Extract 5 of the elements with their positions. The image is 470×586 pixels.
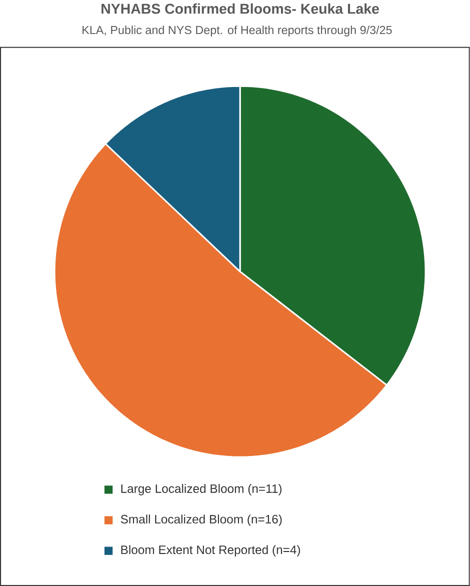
legend-label: Bloom Extent Not Reported (n=4) [121,545,300,557]
chart-subtitle: KLA, Public and NYS Dept. of Health reports through 9/3/25 [82,26,392,36]
legend-label: Small Localized Bloom (n=16) [120,514,282,526]
legend-label: Large Localized Bloom (n=11) [121,484,282,496]
chart-title: NYHABS Confirmed Blooms- Keuka Lake [102,3,379,14]
